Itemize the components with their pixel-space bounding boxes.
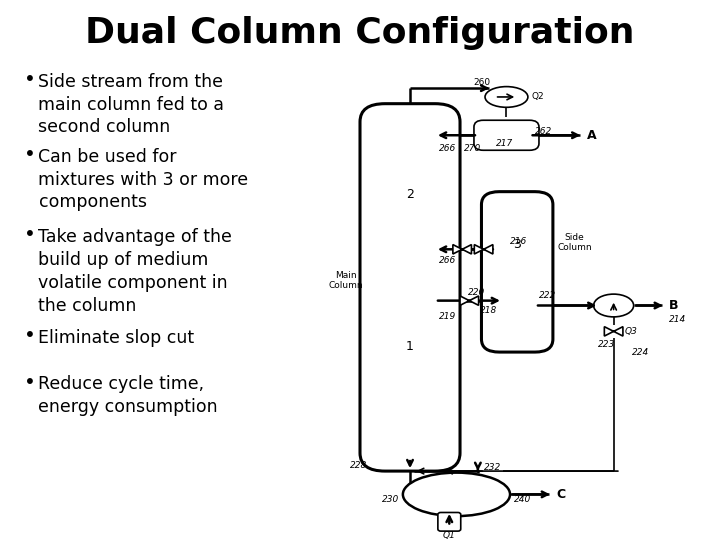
Text: 240: 240 [513,495,531,504]
Ellipse shape [485,86,528,107]
FancyBboxPatch shape [474,120,539,150]
Text: Side stream from the
main column fed to a
second column: Side stream from the main column fed to … [38,73,225,137]
Text: C: C [557,488,566,501]
Text: 219: 219 [438,312,456,321]
Text: 260: 260 [473,78,490,87]
Text: •: • [24,326,36,345]
Text: •: • [24,225,36,244]
Text: 262: 262 [535,127,552,137]
Text: •: • [24,373,36,392]
Text: Main
Column: Main Column [328,271,363,291]
Text: •: • [24,70,36,89]
Text: 217: 217 [496,139,513,147]
Text: 266: 266 [438,144,456,153]
Text: Can be used for
mixtures with 3 or more
components: Can be used for mixtures with 3 or more … [38,147,248,212]
Text: 222: 222 [539,291,556,300]
Text: Q2: Q2 [531,92,544,102]
Text: Q3: Q3 [624,327,637,336]
Text: Q1: Q1 [443,531,456,540]
Text: 1: 1 [406,341,414,354]
Text: 214: 214 [670,315,687,325]
Text: 232: 232 [484,463,501,472]
Text: 218: 218 [480,307,498,315]
FancyBboxPatch shape [482,192,553,352]
Polygon shape [453,245,472,254]
Ellipse shape [593,294,634,317]
Text: Eliminate slop cut: Eliminate slop cut [38,329,194,347]
FancyBboxPatch shape [606,297,621,314]
Text: A: A [587,129,596,142]
Text: •: • [24,145,36,164]
Text: 270: 270 [464,144,481,153]
Text: Side
Column: Side Column [557,233,592,252]
FancyBboxPatch shape [360,104,460,471]
Polygon shape [460,296,479,305]
Text: Dual Column Configuration: Dual Column Configuration [85,16,635,50]
Ellipse shape [403,472,510,516]
Polygon shape [604,327,623,336]
Text: 3: 3 [513,239,521,252]
Text: 230: 230 [382,495,400,504]
Text: 223: 223 [598,340,615,349]
Text: 266: 266 [438,256,456,265]
Text: B: B [670,299,679,312]
FancyBboxPatch shape [438,512,461,531]
Text: 220: 220 [468,288,485,297]
Polygon shape [474,245,493,254]
Text: 228: 228 [350,461,367,470]
Text: Reduce cycle time,
energy consumption: Reduce cycle time, energy consumption [38,375,218,416]
Text: 216: 216 [510,237,527,246]
Text: 224: 224 [631,348,649,356]
Text: Take advantage of the
build up of medium
volatile component in
the column: Take advantage of the build up of medium… [38,228,233,315]
Text: 2: 2 [406,188,414,201]
